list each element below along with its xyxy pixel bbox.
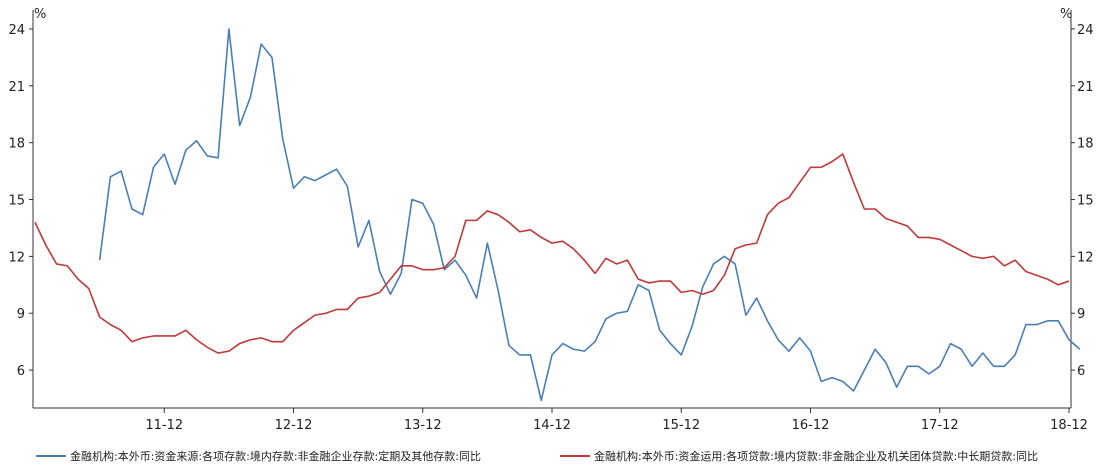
x-tick-label: 14-12 — [533, 418, 571, 433]
y-left-tick-label: 18 — [8, 137, 25, 152]
legend: 金融机构:本外币:资金来源:各项存款:境内存款:非金融企业存款:定期及其他存款:… — [36, 449, 1038, 463]
y-left-tick-label: 15 — [8, 194, 25, 209]
y-right-tick-label: 9 — [1077, 307, 1085, 322]
y-left-tick-label: 21 — [8, 80, 25, 95]
series-layer — [34, 28, 1081, 402]
y-left-tick-label: 24 — [8, 23, 25, 38]
series-line-1 — [34, 153, 1070, 354]
legend-label-series-0: 金融机构:本外币:资金来源:各项存款:境内存款:非金融企业存款:定期及其他存款:… — [70, 449, 481, 463]
y-left-tick-label: 9 — [17, 307, 25, 322]
y-right-tick-label: 21 — [1077, 80, 1094, 95]
y-left-tick-label: 12 — [8, 250, 25, 265]
y-right-tick-label: 18 — [1077, 137, 1094, 152]
y-left-unit-label: % — [34, 7, 46, 22]
x-tick-label: 11-12 — [145, 418, 183, 433]
y-right-tick-label: 6 — [1077, 364, 1085, 379]
y-right-tick-label: 24 — [1077, 23, 1094, 38]
chart-axes — [32, 10, 1072, 409]
x-tick-label: 12-12 — [275, 418, 313, 433]
x-tick-label: 13-12 — [404, 418, 442, 433]
x-tick-label: 16-12 — [792, 418, 830, 433]
x-tick-label: 18-12 — [1050, 418, 1088, 433]
y-right-tick-label: 15 — [1077, 194, 1094, 209]
y-left-tick-label: 6 — [17, 364, 25, 379]
y-right-unit-label: % — [1060, 7, 1072, 22]
series-line-0 — [98, 28, 1081, 402]
y-right-tick-label: 12 — [1077, 250, 1094, 265]
x-tick-label: 17-12 — [921, 418, 959, 433]
x-tick-label: 15-12 — [662, 418, 700, 433]
legend-label-series-1: 金融机构:本外币:资金运用:各项贷款:境内贷款:非金融企业及机关团体贷款:中长期… — [594, 449, 1038, 463]
tick-group: 6 6 9 9 12 12 15 15 18 18 21 21 24 24 11-12 12-12 13-12 1… — [8, 23, 1093, 433]
